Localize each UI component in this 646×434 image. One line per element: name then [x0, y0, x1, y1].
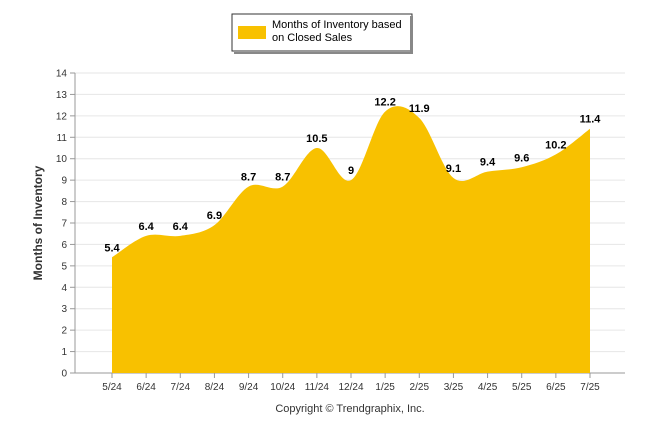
x-tick-label: 5/25 — [512, 382, 532, 393]
x-tick-label: 1/25 — [375, 382, 395, 393]
y-tick-label: 13 — [56, 90, 68, 101]
y-tick-label: 4 — [61, 283, 67, 294]
x-tick-label: 4/25 — [478, 382, 498, 393]
y-tick-label: 8 — [61, 197, 67, 208]
x-tick-label: 6/24 — [136, 382, 156, 393]
x-tick-label: 9/24 — [239, 382, 259, 393]
legend[interactable]: Months of Inventory based on Closed Sale… — [231, 13, 413, 54]
y-tick-label: 1 — [61, 347, 67, 358]
y-tick-label: 3 — [61, 304, 67, 315]
data-label: 8.7 — [241, 172, 256, 184]
y-tick-label: 6 — [61, 240, 67, 251]
data-label: 9.4 — [480, 157, 496, 169]
y-tick-label: 5 — [61, 261, 67, 272]
data-label: 6.4 — [173, 221, 189, 233]
legend-shadow — [410, 16, 413, 53]
y-tick-label: 2 — [61, 326, 67, 337]
x-tick-label: 7/25 — [580, 382, 600, 393]
legend-text-line-1: Months of Inventory based — [272, 19, 402, 31]
data-label: 11.9 — [409, 103, 430, 115]
legend-swatch — [238, 26, 266, 39]
data-label: 10.5 — [306, 133, 327, 145]
series-area — [112, 106, 590, 373]
data-labels: 5.4 6.4 6.4 6.9 8.7 8.7 10.5 9 12.2 11.9 9.1 9.4 9.6… — [104, 97, 601, 258]
data-label: 8.7 — [275, 172, 290, 184]
y-tick-label: 12 — [56, 111, 68, 122]
y-tick-label: 10 — [56, 154, 68, 165]
y-tick-label: 0 — [61, 369, 67, 380]
x-axis-ticks: 5/24 6/24 7/24 8/24 9/24 10/24 11/24 12/24 1/25 2… — [102, 373, 600, 393]
y-tick-label: 11 — [57, 133, 68, 144]
x-tick-label: 10/24 — [270, 382, 295, 393]
data-label: 11.4 — [580, 114, 602, 126]
data-label: 9.1 — [446, 163, 461, 175]
x-tick-label: 6/25 — [546, 382, 566, 393]
data-label: 9 — [348, 165, 354, 177]
copyright-credit: Copyright © Trendgraphix, Inc. — [275, 403, 424, 415]
x-tick-label: 12/24 — [338, 382, 363, 393]
y-tick-label: 7 — [61, 219, 67, 230]
x-tick-label: 3/25 — [444, 382, 464, 393]
data-label: 12.2 — [374, 97, 395, 109]
x-tick-label: 5/24 — [102, 382, 122, 393]
data-label: 6.4 — [138, 221, 154, 233]
x-tick-label: 8/24 — [205, 382, 225, 393]
y-axis-title: Months of Inventory — [31, 165, 45, 280]
x-tick-label: 7/24 — [171, 382, 191, 393]
legend-text-line-2: on Closed Sales — [272, 32, 353, 44]
data-label: 9.6 — [514, 152, 529, 164]
legend-shadow-bottom — [234, 52, 413, 54]
data-label: 5.4 — [104, 242, 120, 254]
y-tick-label: 14 — [56, 69, 68, 80]
data-label: 6.9 — [207, 210, 222, 222]
y-tick-label: 9 — [61, 176, 67, 187]
data-label: 10.2 — [545, 139, 566, 151]
x-tick-label: 2/25 — [410, 382, 430, 393]
x-tick-label: 11/24 — [305, 382, 330, 393]
